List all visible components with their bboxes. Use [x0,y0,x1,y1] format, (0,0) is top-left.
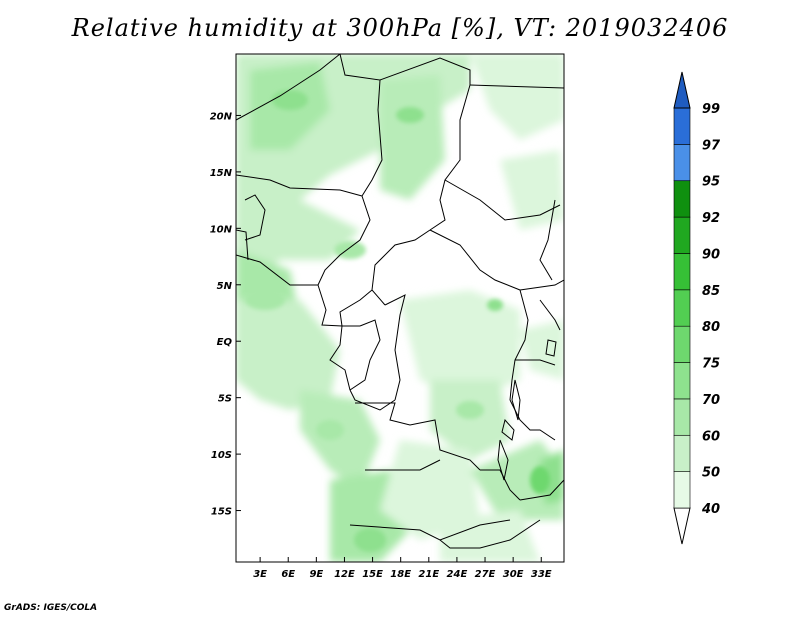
colorbar-level-label: 60 [702,429,720,444]
latitude-axis: 20N 15N 10N 5N EQ 5S 10S 15S [210,111,241,518]
map-frame [235,53,565,563]
lon-label: 15E [362,569,383,580]
colorbar-level-label: 92 [702,211,720,226]
colorbar-level-label: 99 [702,102,720,117]
colorbar-swatch [673,216,691,254]
lat-label: 10S [211,450,232,461]
colorbar-swatch [673,180,691,218]
colorbar-level-label: 80 [702,320,720,335]
lat-label: 20N [210,111,233,122]
colorbar-swatch [673,471,691,509]
colorbar-level-label: 70 [702,393,720,408]
lat-label: 5N [217,281,233,292]
colorbar: 40 50 60 70 75 80 85 90 92 95 97 99 [673,71,721,545]
colorbar-swatch [673,253,691,291]
lon-label: 21E [418,569,439,580]
lon-label: 27E [475,569,496,580]
lon-label: 12E [334,569,355,580]
lon-label: 6E [281,569,295,580]
colorbar-level-label: 97 [702,138,721,153]
lon-label: 9E [309,569,323,580]
lon-label: 30E [503,569,524,580]
lat-label: 5S [218,394,232,405]
colorbar-upper-triangle [673,71,691,109]
country-borders [236,54,564,549]
lon-label: 33E [531,569,552,580]
colorbar-swatch [673,362,691,400]
lat-label: 10N [210,224,233,235]
colorbar-level-label: 50 [702,466,720,481]
map-title: Relative humidity at 300hPa [%], VT: 201… [71,14,729,42]
colorbar-swatch [673,289,691,327]
colorbar-swatch [673,398,691,436]
lon-label: 18E [390,569,411,580]
longitude-axis: 3E 6E 9E 12E 15E 18E 21E 24E 27E 30E 33E [253,557,552,580]
colorbar-swatch [673,144,691,182]
colorbar-level-label: 40 [701,502,720,517]
credit-text: GrADS: IGES/COLA [4,603,98,613]
humidity-field [236,54,564,562]
lat-label: 15N [210,168,233,179]
colorbar-level-label: 85 [702,284,720,299]
colorbar-swatch [673,107,691,145]
colorbar-swatch [673,434,691,472]
lat-label: 15S [211,507,232,518]
colorbar-level-label: 95 [702,175,720,190]
colorbar-lower-triangle [673,507,691,545]
lon-label: 3E [253,569,267,580]
colorbar-level-label: 75 [702,357,720,372]
lat-label: EQ [217,337,233,348]
colorbar-level-label: 90 [702,247,720,262]
lon-label: 24E [447,569,468,580]
colorbar-swatch [673,325,691,363]
